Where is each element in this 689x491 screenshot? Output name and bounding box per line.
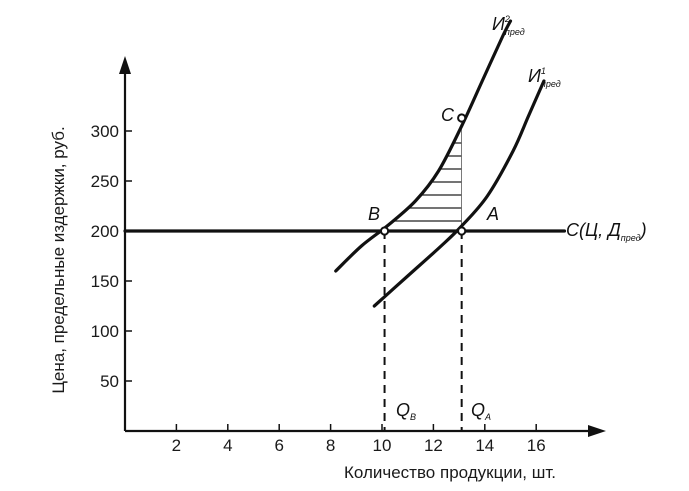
y-tick-label: 200	[91, 222, 119, 241]
point-label-b: B	[368, 204, 380, 224]
x-tick-label: 6	[274, 436, 283, 455]
x-axis-title: Количество продукции, шт.	[344, 463, 556, 482]
point-label-a: A	[486, 204, 499, 224]
y-axis-arrow	[119, 56, 131, 74]
vertical-guides	[383, 231, 463, 431]
point-b	[379, 226, 390, 236]
x-tick-label: 10	[373, 436, 392, 455]
point-a	[457, 226, 467, 236]
qb-label: QВ	[396, 400, 416, 422]
y-tick-label: 300	[91, 122, 119, 141]
y-tick-label: 250	[91, 172, 119, 191]
point-c	[457, 113, 467, 123]
x-tick-label: 2	[172, 436, 181, 455]
mc2-label: И2 пред	[492, 14, 525, 37]
x-tick-label: 14	[475, 436, 494, 455]
x-tick-label: 8	[326, 436, 335, 455]
mc1-label: И1 пред	[528, 66, 561, 89]
y-tick-label: 100	[91, 322, 119, 341]
y-tick-label: 150	[91, 272, 119, 291]
y-tick-label: 50	[100, 372, 119, 391]
x-tick-label: 16	[527, 436, 546, 455]
x-axis-arrow	[588, 425, 606, 437]
points-group	[379, 113, 467, 236]
point-label-c: C	[441, 105, 455, 125]
x-tick-label: 12	[424, 436, 443, 455]
mc2-curve	[334, 19, 513, 273]
mc1-curve	[372, 79, 546, 308]
y-axis-title: Цена, предельные издержки, руб.	[49, 126, 68, 393]
x-tick-label: 4	[223, 436, 232, 455]
y-ticks: 50 100 150 200 250 300	[91, 122, 132, 391]
x-ticks: 2 4 6 8 10 12 14 16	[172, 424, 546, 455]
series-group	[123, 19, 567, 308]
qa-label: QА	[471, 400, 491, 422]
demand-label: С(Ц, Дпред)	[566, 220, 647, 243]
hatch-area	[374, 116, 463, 231]
